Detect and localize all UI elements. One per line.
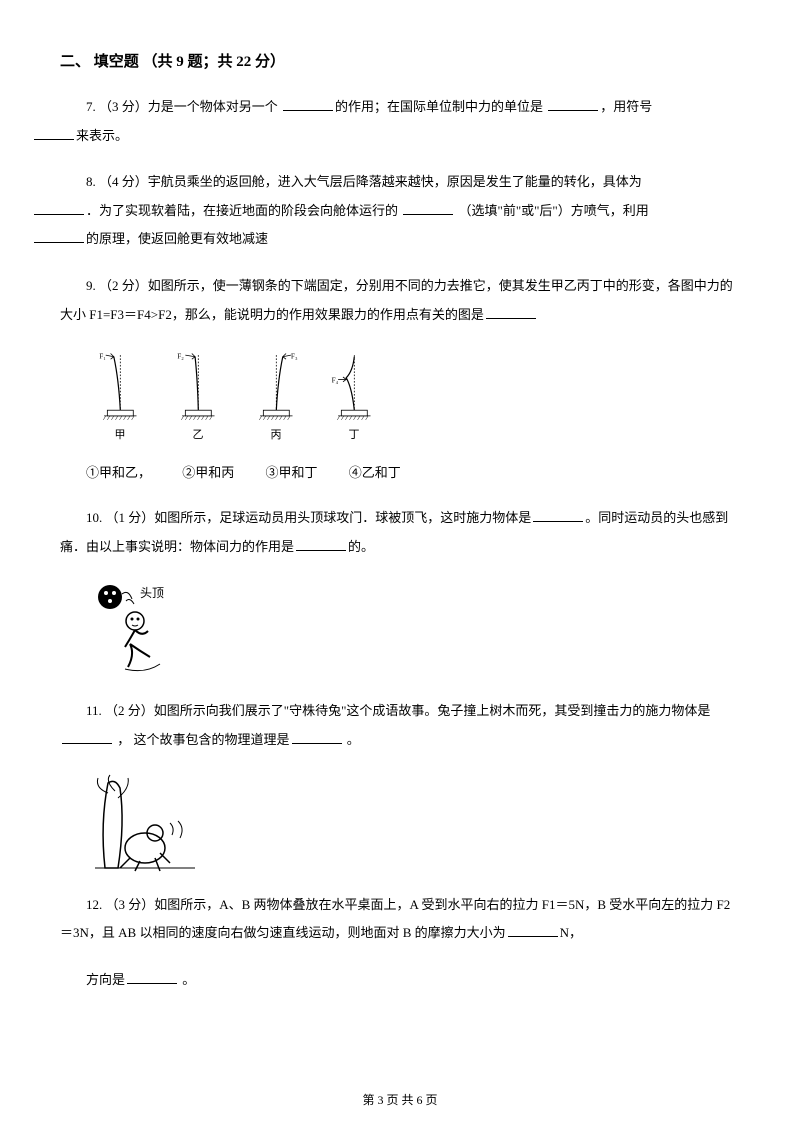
question-12-line2: 方向是 。 xyxy=(60,966,740,995)
q9-label-ding: 丁 xyxy=(349,426,360,442)
q9-blank xyxy=(486,305,536,319)
q9-label-bing: 丙 xyxy=(271,426,282,442)
q9-diagram-bing: F₃ 丙 xyxy=(246,347,306,442)
q9-label-jia: 甲 xyxy=(115,426,126,442)
q11-blank-2 xyxy=(292,730,342,744)
q10-text-c: 的。 xyxy=(348,539,374,554)
q10-text-a: 10. （1 分）如图所示，足球运动员用头顶球攻门．球被顶飞，这时施力物体是 xyxy=(86,510,531,525)
q7-blank-3 xyxy=(34,126,74,140)
q8-blank-1 xyxy=(34,201,84,215)
q9-diagram-jia: F₁ 甲 xyxy=(90,347,150,442)
q8-text-c: （选填"前"或"后"）方喷气，利用 xyxy=(455,203,648,218)
q9-options: ①甲和乙， ②甲和丙 ③甲和丁 ④乙和丁 xyxy=(60,460,740,486)
q8-text-a: 8. （4 分）宇航员乘坐的返回舱，进入大气层后降落越来越快，原因是发生了能量的… xyxy=(86,174,642,189)
question-7: 7. （3 分）力是一个物体对另一个 的作用；在国际单位制中力的单位是 ，用符号… xyxy=(60,93,740,150)
q7-text-a: 7. （3 分）力是一个物体对另一个 xyxy=(86,99,281,114)
q10-img-label: 头顶 xyxy=(140,586,164,600)
q10-figure: 头顶 xyxy=(90,579,200,679)
q11-text-c: 。 xyxy=(344,732,360,747)
q12-text-c: 方向是 xyxy=(86,972,125,987)
q9-diagram: F₁ 甲 F₂ 乙 F₃ xyxy=(90,347,740,442)
q9-force-2: F₂ xyxy=(177,353,184,361)
q8-blank-2 xyxy=(403,201,453,215)
q9-force-1: F₁ xyxy=(99,353,106,361)
q7-text-b: 的作用；在国际单位制中力的单位是 xyxy=(335,99,546,114)
q9-force-4: F₄ xyxy=(331,377,338,385)
q9-option-4: ④乙和丁 xyxy=(349,465,401,480)
q9-diagram-ding: F₄ 丁 xyxy=(324,347,384,442)
q9-option-2: ②甲和丙 xyxy=(182,465,234,480)
question-10: 10. （1 分）如图所示，足球运动员用头顶球攻门．球被顶飞，这时施力物体是。同… xyxy=(60,504,740,561)
q9-diagram-yi: F₂ 乙 xyxy=(168,347,228,442)
question-8: 8. （4 分）宇航员乘坐的返回舱，进入大气层后降落越来越快，原因是发生了能量的… xyxy=(60,168,740,254)
page-footer: 第 3 页 共 6 页 xyxy=(0,1091,800,1108)
q9-label-yi: 乙 xyxy=(193,426,204,442)
q12-blank-1 xyxy=(508,923,558,937)
q11-blank-1 xyxy=(62,730,112,744)
q7-blank-1 xyxy=(283,97,333,111)
q8-text-d: 的原理，使返回舱更有效地减速 xyxy=(86,231,268,246)
section-heading: 二、 填空题 （共 9 题；共 22 分） xyxy=(60,50,740,71)
q7-text-d: 来表示。 xyxy=(76,128,128,143)
q9-option-1: ①甲和乙， xyxy=(86,465,151,480)
q12-text-a: 12. （3 分）如图所示，A、B 两物体叠放在水平桌面上，A 受到水平向右的拉… xyxy=(60,897,730,941)
q8-blank-3 xyxy=(34,229,84,243)
q10-blank-1 xyxy=(533,508,583,522)
question-12: 12. （3 分）如图所示，A、B 两物体叠放在水平桌面上，A 受到水平向右的拉… xyxy=(60,891,740,948)
question-9: 9. （2 分）如图所示，使一薄钢条的下端固定，分别用不同的力去推它，使其发生甲… xyxy=(60,272,740,329)
q7-text-c: ，用符号 xyxy=(600,99,652,114)
q11-figure xyxy=(90,773,200,873)
q7-blank-2 xyxy=(548,97,598,111)
q11-text-b: ， 这个故事包含的物理道理是 xyxy=(114,732,290,747)
q9-text: 9. （2 分）如图所示，使一薄钢条的下端固定，分别用不同的力去推它，使其发生甲… xyxy=(60,278,733,322)
q12-text-d: 。 xyxy=(179,972,195,987)
q12-blank-2 xyxy=(127,970,177,984)
q9-option-3: ③甲和丁 xyxy=(266,465,318,480)
q8-text-b: ．为了实现软着陆，在接近地面的阶段会向舱体运行的 xyxy=(86,203,401,218)
q11-text-a: 11. （2 分）如图所示向我们展示了"守株待兔"这个成语故事。兔子撞上树木而死… xyxy=(86,703,710,718)
q9-force-3: F₃ xyxy=(291,353,298,361)
question-11: 11. （2 分）如图所示向我们展示了"守株待兔"这个成语故事。兔子撞上树木而死… xyxy=(60,697,740,754)
q10-blank-2 xyxy=(296,537,346,551)
q12-text-b: N， xyxy=(560,925,582,940)
